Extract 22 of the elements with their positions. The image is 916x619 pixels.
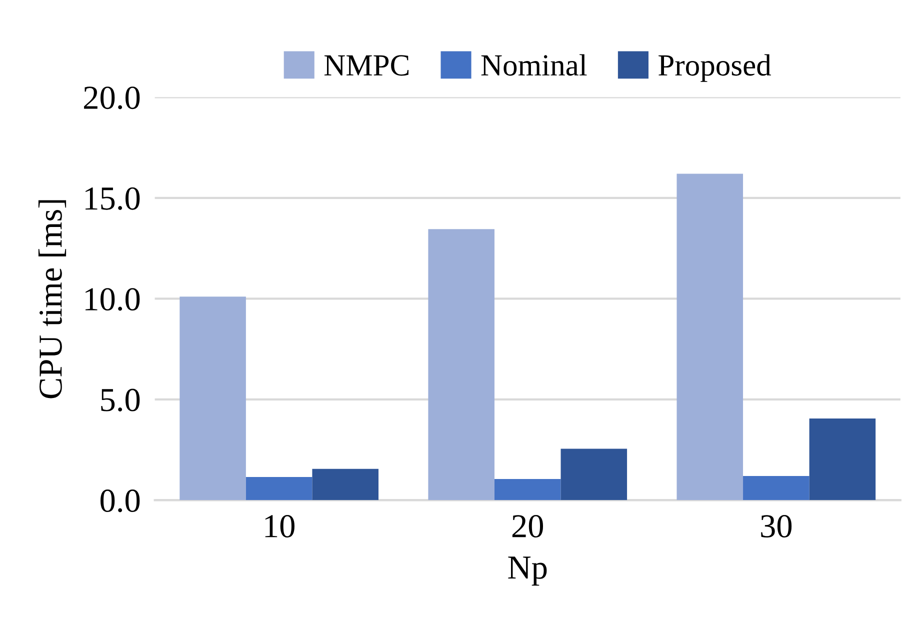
bar: [676, 174, 744, 500]
x-axis-title: Np: [508, 556, 547, 586]
legend-label: Nominal: [481, 54, 587, 76]
legend-label: NMPC: [324, 55, 408, 76]
bar: [428, 229, 494, 500]
y-tick-label: 10.0: [86, 288, 140, 311]
bar: [180, 296, 246, 500]
legend-label: Proposed: [658, 54, 772, 82]
x-tick-label: 10: [265, 515, 294, 538]
bar: [560, 448, 628, 500]
y-axis-title: CPU time [ms]: [38, 200, 66, 398]
bar: [312, 468, 378, 500]
y-tick-label: 0.0: [100, 490, 140, 512]
bar: [809, 418, 876, 500]
bar: [494, 478, 561, 500]
y-tick-label: 20.0: [84, 86, 140, 110]
bar: [743, 476, 810, 500]
y-tick-label: 5.0: [101, 388, 140, 412]
x-tick-label: 30: [761, 515, 792, 538]
bar: [246, 476, 312, 500]
y-tick-label: 15.0: [86, 187, 140, 210]
x-tick-label: 20: [512, 515, 544, 538]
